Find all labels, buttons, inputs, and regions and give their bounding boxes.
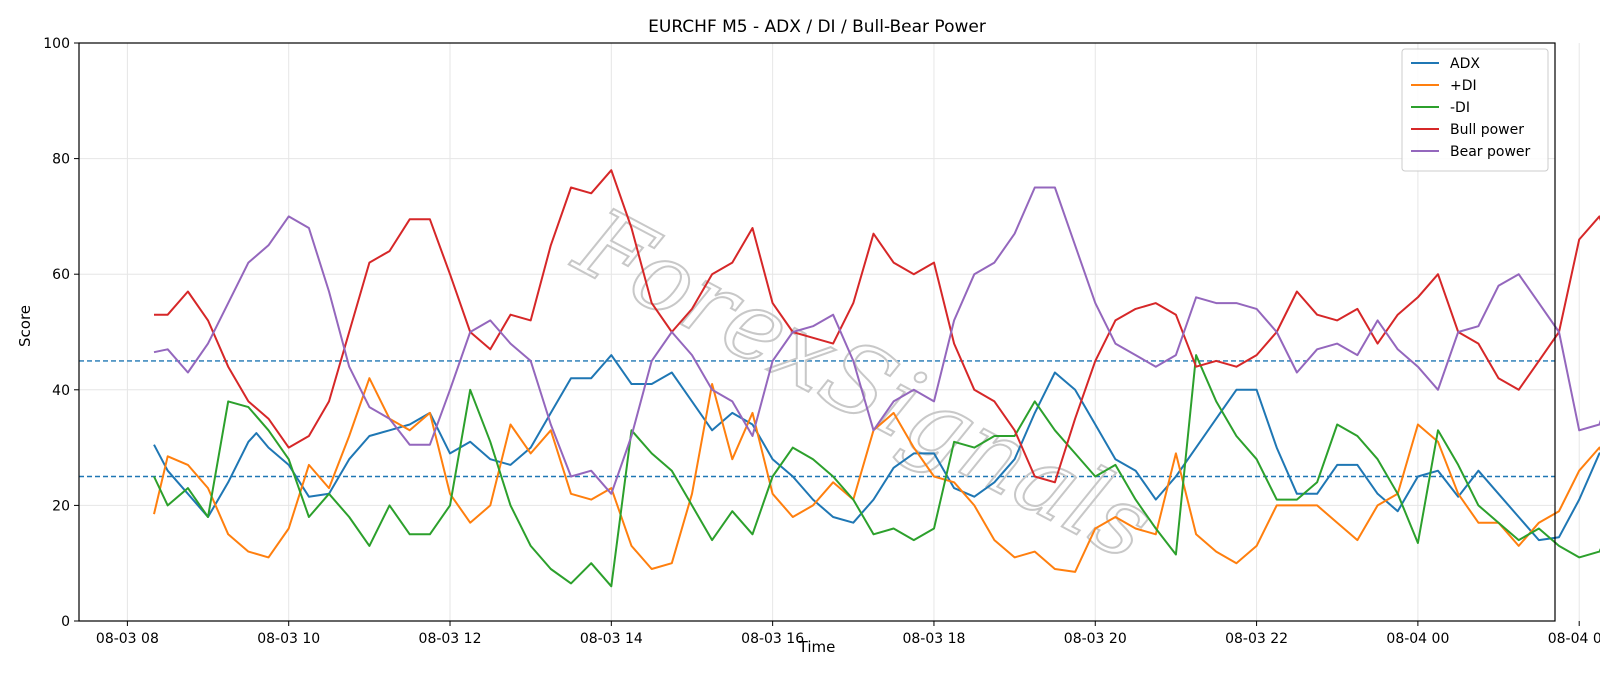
series-line-di bbox=[153, 354, 1600, 588]
series-lines bbox=[153, 169, 1600, 588]
x-tick-label: 08-03 20 bbox=[1064, 631, 1127, 647]
x-axis-ticks: 08-03 08 08-03 10 08-03 12 08-03 14 08-03 16… bbox=[96, 621, 1600, 647]
reference-lines bbox=[79, 360, 1555, 478]
x-tick-label: 08-03 22 bbox=[1225, 631, 1288, 647]
y-axis-label: Score bbox=[16, 305, 34, 347]
series-line-adx bbox=[153, 354, 1600, 542]
y-tick-label: 40 bbox=[52, 383, 70, 399]
y-tick-label: 0 bbox=[61, 614, 70, 630]
x-tick-label: 08-03 16 bbox=[741, 631, 804, 647]
y-axis-ticks: 0 20 40 60 80 100 bbox=[43, 36, 79, 630]
y-tick-label: 20 bbox=[52, 498, 70, 514]
legend-box bbox=[1401, 48, 1549, 172]
series-line-bull-power bbox=[154, 169, 1600, 484]
x-tick-label: 08-03 08 bbox=[96, 631, 159, 647]
y-tick-label: 100 bbox=[43, 36, 70, 52]
x-tick-label: 08-03 14 bbox=[580, 631, 643, 647]
series-line-bear-power bbox=[153, 186, 1600, 495]
y-tick-label: 80 bbox=[52, 152, 70, 168]
legend-label: Bear power bbox=[1450, 144, 1531, 160]
x-tick-label: 08-03 10 bbox=[257, 631, 320, 647]
legend: ADX +DI -DI Bull power Bear power bbox=[1401, 48, 1549, 172]
x-tick-label: 08-03 18 bbox=[902, 631, 965, 647]
legend-label: ADX bbox=[1450, 56, 1480, 72]
y-tick-label: 60 bbox=[52, 267, 70, 283]
x-axis-label: Time bbox=[798, 638, 836, 656]
legend-label: Bull power bbox=[1450, 122, 1524, 138]
plot-frame bbox=[78, 42, 1556, 622]
x-tick-label: 08-03 12 bbox=[419, 631, 482, 647]
x-tick-label: 08-04 00 bbox=[1386, 631, 1449, 647]
chart-title: EURCHF M5 - ADX / DI / Bull-Bear Power bbox=[648, 17, 986, 37]
x-tick-label: 08-04 02 bbox=[1548, 631, 1600, 647]
series-line-di bbox=[153, 377, 1600, 573]
legend-label: -DI bbox=[1450, 100, 1470, 116]
legend-label: +DI bbox=[1450, 78, 1477, 94]
